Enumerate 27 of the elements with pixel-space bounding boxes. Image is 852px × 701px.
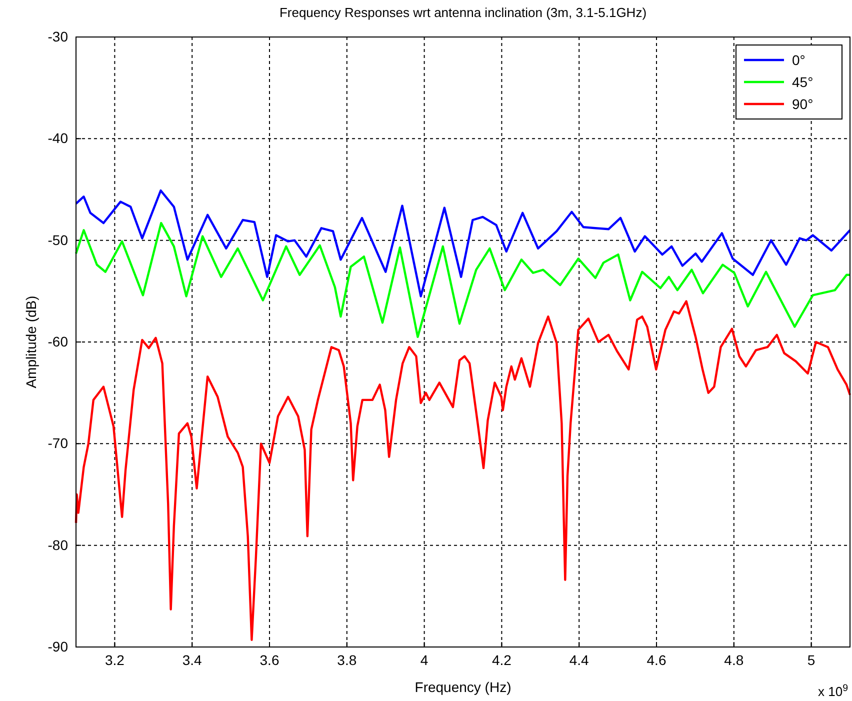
y-tick-label: -90 xyxy=(48,638,68,654)
x-tick-label: 3.8 xyxy=(337,652,357,668)
legend-label: 0° xyxy=(792,52,806,68)
y-tick-label: -70 xyxy=(48,435,68,452)
y-tick-label: -50 xyxy=(48,232,68,248)
x-tick-label: 4.6 xyxy=(646,652,666,668)
x-tick-label: 4.4 xyxy=(569,652,590,668)
x-tick-label: 3.2 xyxy=(104,652,125,668)
line-series xyxy=(74,300,852,641)
x-tick-label: 5 xyxy=(807,652,816,668)
y-tick-label: -80 xyxy=(48,536,68,553)
line-series xyxy=(74,189,852,298)
x-tick-label: 3.4 xyxy=(182,652,202,668)
x-tick-label: 4 xyxy=(420,652,428,668)
x-tick-label: 4.8 xyxy=(724,652,744,668)
x-axis-title: Frequency (Hz) xyxy=(414,679,512,695)
y-tick-label: -40 xyxy=(48,130,68,146)
y-axis-title: Amplitude (dB) xyxy=(23,296,39,388)
line-series xyxy=(74,222,852,338)
legend-label: 90° xyxy=(792,96,814,112)
chart-title: Frequency Responses wrt antenna inclination (3m, 3.1-5.1GHz) xyxy=(279,5,647,20)
y-tick-label: -30 xyxy=(48,28,68,44)
x-tick-label: 3.6 xyxy=(260,652,280,668)
y-tick-label: -60 xyxy=(48,333,68,350)
legend-label: 45° xyxy=(792,74,814,90)
text: x 10$^{9}$ xyxy=(818,682,848,699)
x-tick-label: 4.2 xyxy=(492,652,512,668)
